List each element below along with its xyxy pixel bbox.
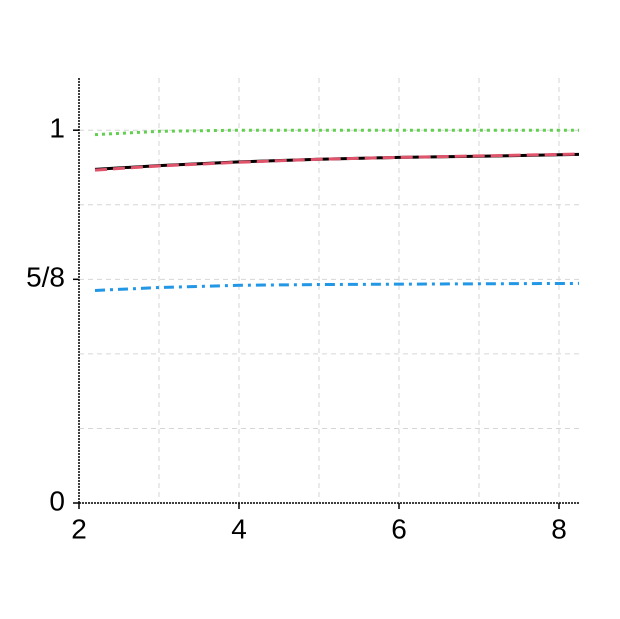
x-tick-label: 8 (551, 513, 567, 544)
y-tick-label: 1 (49, 113, 65, 144)
series-line (94, 152, 580, 171)
series-line (94, 152, 580, 172)
x-tick-label: 2 (71, 513, 87, 544)
x-tick-label: 4 (231, 513, 247, 544)
y-tick-label: 0 (49, 485, 65, 516)
x-tick-label: 6 (391, 513, 407, 544)
series-line (94, 281, 580, 292)
y-tick-label: 5/8 (26, 262, 65, 293)
series-line (94, 128, 579, 137)
